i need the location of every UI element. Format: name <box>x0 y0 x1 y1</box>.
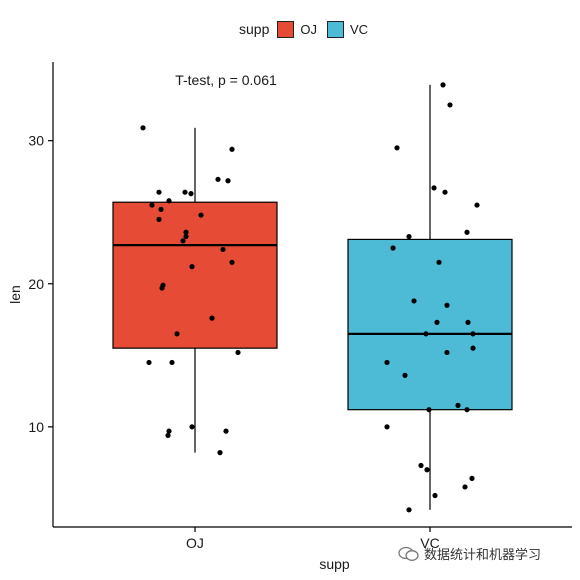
data-point-oj <box>182 189 188 195</box>
wechat-icon <box>398 546 419 561</box>
x-tick-label: VC <box>420 535 439 551</box>
y-axis-title: len <box>7 285 23 304</box>
data-point-oj <box>169 359 175 366</box>
x-tick-label: OJ <box>186 535 204 551</box>
data-point-oj <box>183 229 189 235</box>
data-point-oj <box>189 264 195 270</box>
data-point-oj <box>156 216 162 222</box>
data-point-vc <box>469 475 475 481</box>
data-point-vc <box>411 298 417 304</box>
data-point-oj <box>165 432 171 439</box>
y-tick-label: 20 <box>28 276 44 292</box>
data-point-oj <box>217 450 223 456</box>
data-point-oj <box>188 191 194 197</box>
data-point-vc <box>426 407 432 413</box>
data-point-oj <box>146 359 152 366</box>
data-point-oj <box>229 259 235 265</box>
data-point-vc <box>434 319 440 325</box>
data-point-oj <box>235 349 241 356</box>
data-point-vc <box>447 102 453 108</box>
data-point-vc <box>464 229 470 235</box>
annotation-text: T-test, p = 0.061 <box>175 72 277 88</box>
data-point-vc <box>424 467 430 473</box>
data-point-oj <box>156 189 162 195</box>
box-oj <box>112 201 278 349</box>
data-point-vc <box>465 319 471 325</box>
legend-title: supp <box>239 21 270 37</box>
data-point-oj <box>220 246 226 253</box>
legend-swatch-oj <box>277 20 295 38</box>
data-point-oj <box>140 125 146 131</box>
data-point-oj <box>215 176 221 182</box>
data-point-oj <box>223 428 229 434</box>
data-point-oj <box>198 212 204 218</box>
legend-item-oj: OJ <box>277 20 317 38</box>
data-point-oj <box>180 238 186 244</box>
data-point-vc <box>431 185 437 191</box>
data-point-oj <box>166 198 172 204</box>
legend-label-vc: VC <box>349 21 369 37</box>
watermark: 数据统计和机器学习 <box>398 544 541 563</box>
y-tick-label: 30 <box>28 133 44 149</box>
data-point-oj <box>209 315 215 321</box>
x-axis-title: supp <box>319 556 350 572</box>
data-point-vc <box>470 345 476 351</box>
data-point-vc <box>444 349 450 356</box>
data-point-vc <box>462 484 468 490</box>
data-point-oj <box>149 202 155 208</box>
data-point-vc <box>455 402 461 408</box>
legend: supp OJ VC <box>239 18 378 40</box>
data-point-oj <box>189 424 195 430</box>
data-point-vc <box>464 407 470 413</box>
data-point-vc <box>384 424 390 430</box>
data-point-vc <box>474 202 480 208</box>
data-point-vc <box>436 259 442 265</box>
data-point-vc <box>418 462 424 469</box>
data-point-vc <box>423 331 429 337</box>
y-tick-label: 10 <box>28 419 44 435</box>
data-point-vc <box>442 189 448 195</box>
legend-swatch-vc <box>326 20 344 38</box>
data-point-oj <box>174 331 180 337</box>
watermark-text: 数据统计和机器学习 <box>424 547 542 562</box>
legend-label-oj: OJ <box>300 21 317 37</box>
data-point-vc <box>470 331 476 337</box>
data-point-oj <box>225 178 231 184</box>
data-point-vc <box>402 372 408 378</box>
data-point-vc <box>444 302 450 308</box>
data-point-vc <box>406 507 412 513</box>
data-point-vc <box>384 359 390 366</box>
data-point-oj <box>166 428 172 434</box>
legend-item-vc: VC <box>326 20 369 38</box>
data-point-vc <box>394 145 400 151</box>
data-point-vc <box>432 492 438 499</box>
data-point-vc <box>390 245 396 251</box>
data-point-oj <box>229 146 235 152</box>
data-point-oj <box>183 233 189 240</box>
data-point-oj <box>158 206 164 212</box>
box-vc <box>347 238 513 411</box>
data-point-vc <box>440 82 446 88</box>
data-point-vc <box>406 233 412 240</box>
data-point-oj <box>159 285 165 291</box>
